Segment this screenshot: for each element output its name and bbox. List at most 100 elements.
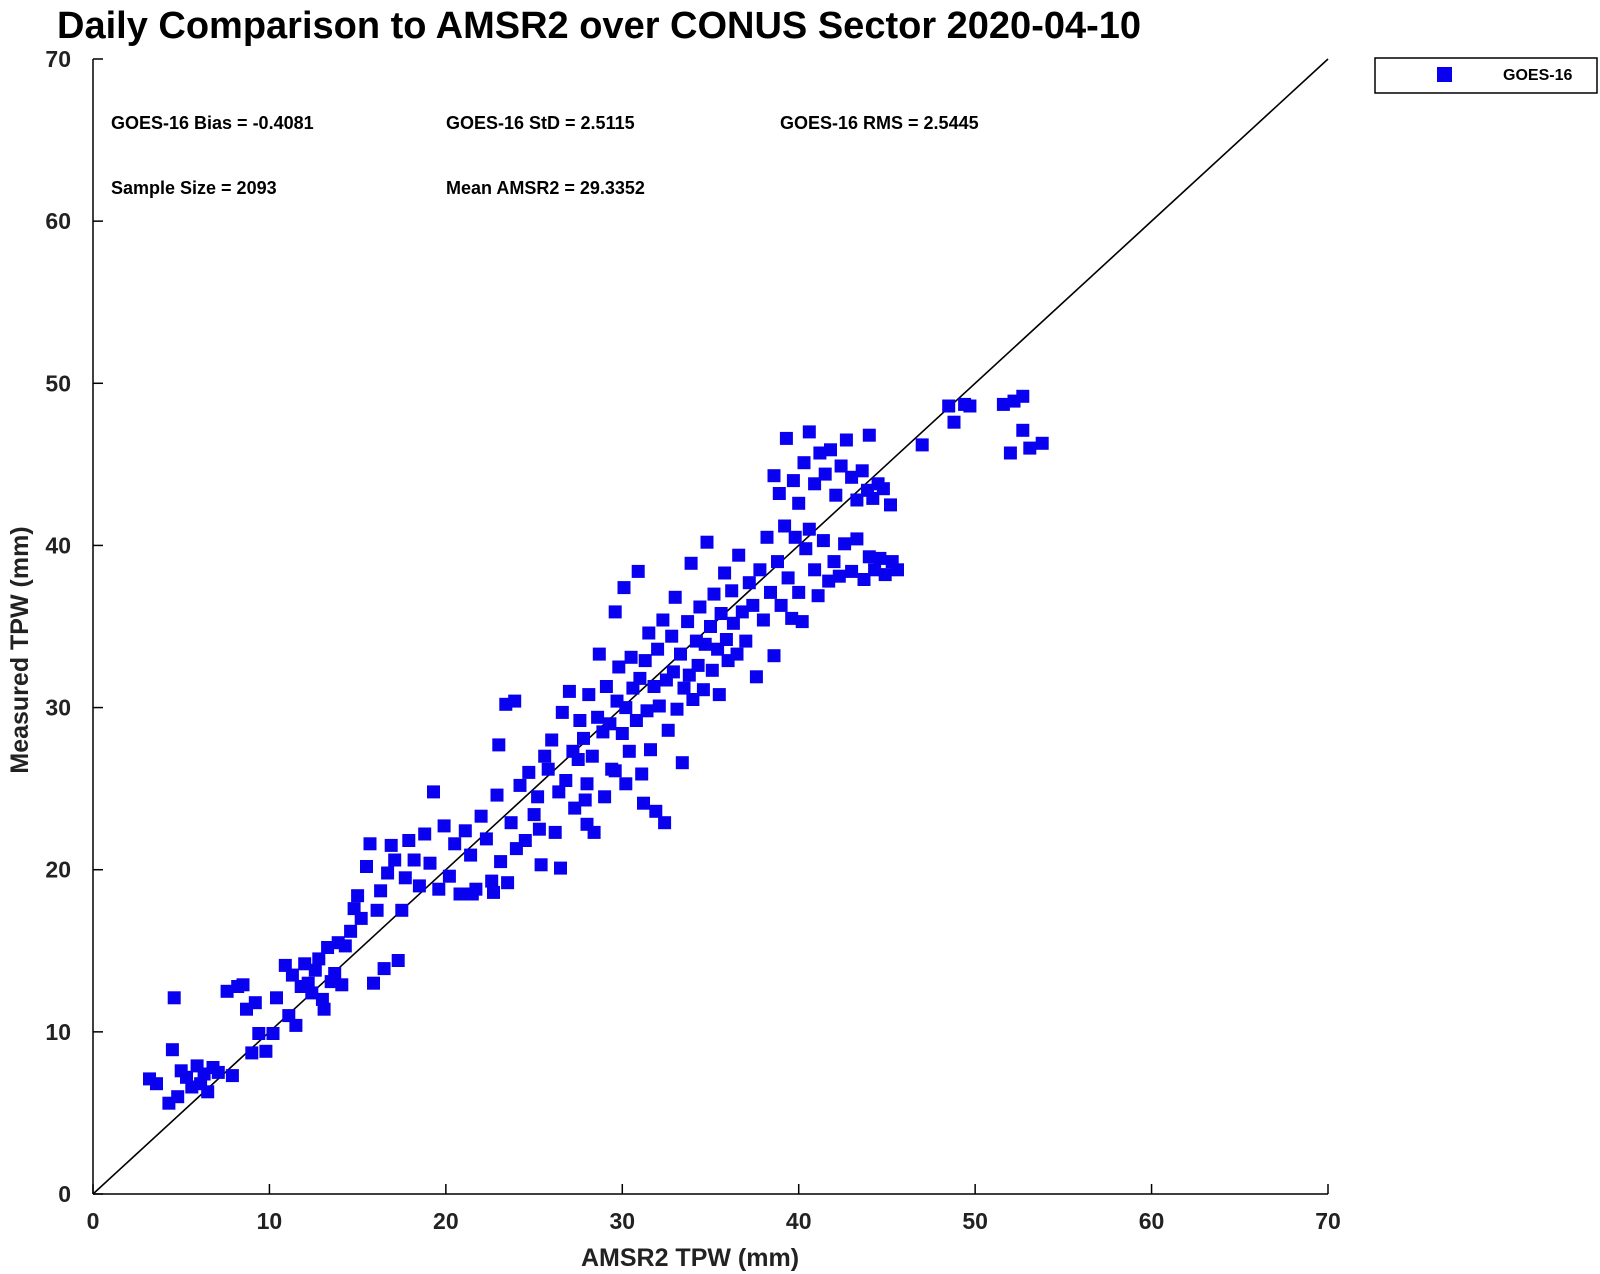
data-point [735, 605, 749, 619]
data-point [891, 563, 904, 577]
data-point [640, 704, 654, 718]
data-point [845, 564, 859, 578]
data-point [799, 542, 813, 556]
data-point [474, 809, 488, 823]
data-point [834, 459, 848, 473]
data-point [534, 858, 548, 872]
data-point [788, 530, 802, 544]
data-point [418, 827, 432, 841]
data-point [548, 825, 562, 839]
data-point [150, 1077, 163, 1091]
y-axis-label: Measured TPW (mm) [6, 526, 34, 773]
data-point [622, 744, 636, 758]
x-tick-label: 30 [609, 1208, 635, 1234]
data-point [344, 924, 358, 938]
data-point [592, 647, 606, 661]
plot-axes [92, 59, 1328, 1195]
data-point [767, 469, 781, 483]
data-point [282, 1009, 296, 1023]
data-point [797, 456, 811, 470]
data-point [398, 871, 412, 885]
data-point [1016, 389, 1030, 403]
data-point [384, 838, 398, 852]
data-point [658, 816, 672, 830]
data-point [652, 699, 666, 713]
data-point [749, 670, 763, 684]
data-point [730, 647, 744, 661]
data-point [391, 954, 405, 967]
y-tick-label: 0 [58, 1181, 71, 1207]
data-point [347, 902, 361, 916]
data-point [298, 957, 312, 971]
data-point [377, 962, 391, 976]
data-point [850, 493, 864, 507]
stat-mean-amsr2: Mean AMSR2 = 29.3352 [446, 178, 645, 198]
chart-title: Daily Comparison to AMSR2 over CONUS Sec… [57, 5, 1141, 47]
data-point [617, 581, 631, 595]
data-point [545, 733, 559, 747]
data-point [714, 607, 728, 620]
data-point [562, 684, 576, 698]
goes16-scatter-points [143, 389, 1049, 1110]
data-point [485, 874, 499, 888]
data-point [698, 637, 712, 651]
data-point [541, 762, 555, 776]
data-point [1003, 446, 1017, 460]
data-point [642, 626, 656, 640]
x-tick-label: 10 [257, 1208, 283, 1234]
data-point [845, 470, 859, 484]
x-axis-label: AMSR2 TPW (mm) [581, 1244, 799, 1272]
data-point [501, 876, 515, 890]
data-point [873, 551, 887, 565]
data-point [578, 793, 592, 807]
data-point [813, 446, 827, 460]
y-tick-label: 60 [45, 208, 71, 234]
data-point [608, 764, 622, 778]
data-point [490, 788, 504, 802]
data-point [513, 778, 527, 792]
data-point [802, 522, 816, 536]
data-point [458, 824, 472, 838]
data-point [884, 498, 897, 512]
data-point [266, 1027, 280, 1040]
data-point [719, 633, 733, 646]
data-point [259, 1044, 273, 1058]
data-point [705, 663, 719, 677]
data-point [1016, 423, 1030, 437]
data-point [624, 650, 638, 664]
data-point [726, 616, 740, 630]
data-point [1023, 441, 1037, 455]
data-point [756, 613, 770, 627]
data-point [317, 1002, 331, 1016]
data-point [915, 438, 929, 452]
data-point [338, 939, 352, 953]
data-point [225, 1069, 239, 1083]
data-point [504, 816, 518, 830]
data-point [631, 564, 645, 578]
data-point [778, 519, 792, 533]
data-point [248, 996, 262, 1010]
data-point [802, 425, 816, 439]
data-point [315, 992, 329, 1006]
data-point [167, 991, 181, 1005]
data-point [746, 598, 760, 612]
data-point [388, 853, 402, 867]
data-point [838, 537, 852, 551]
data-point [963, 399, 977, 413]
y-tick-label: 40 [45, 532, 71, 558]
data-point [448, 837, 462, 851]
data-point [739, 634, 753, 648]
data-point [785, 611, 799, 625]
stat-bias: GOES-16 Bias = -0.4081 [111, 113, 314, 133]
data-point [862, 428, 876, 442]
data-point [312, 952, 326, 966]
data-point [712, 688, 726, 702]
data-point [509, 842, 523, 856]
data-point [494, 855, 508, 869]
data-point [675, 756, 689, 770]
data-point [619, 777, 633, 791]
data-point [693, 600, 707, 614]
data-point [996, 397, 1010, 411]
data-point [827, 555, 841, 569]
data-point [591, 710, 605, 724]
